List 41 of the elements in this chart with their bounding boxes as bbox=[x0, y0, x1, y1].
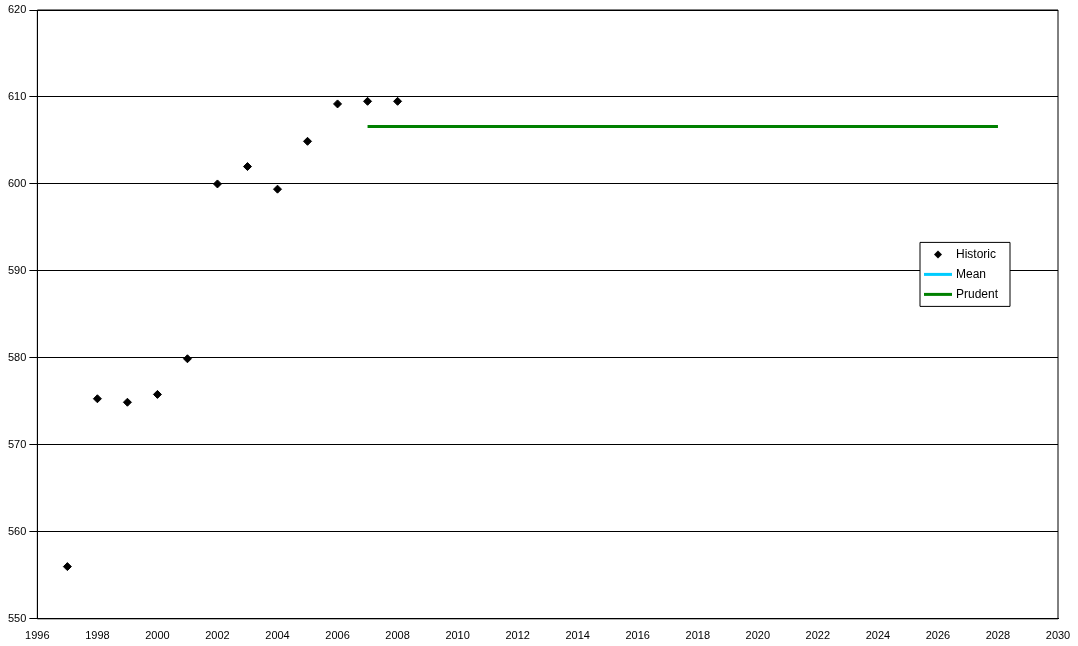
point bbox=[333, 99, 343, 109]
y-tick-label: 570 bbox=[7, 437, 27, 450]
legend-label: Prudent bbox=[956, 286, 999, 301]
x-tick-label: 2008 bbox=[385, 629, 410, 642]
legend-label: Mean bbox=[956, 266, 987, 281]
point bbox=[92, 394, 102, 404]
x-tick-label: 2012 bbox=[505, 629, 530, 642]
point bbox=[273, 184, 283, 194]
x-tick-label: 2016 bbox=[625, 629, 650, 642]
y-tick-label: 620 bbox=[7, 3, 27, 16]
point bbox=[303, 136, 313, 146]
y-tick-label: 580 bbox=[7, 350, 27, 363]
point bbox=[152, 389, 162, 399]
x-tick-label: 1998 bbox=[85, 629, 110, 642]
x-tick-label: 2026 bbox=[925, 629, 951, 642]
x-tick-label: 2030 bbox=[1045, 629, 1071, 642]
point bbox=[242, 162, 252, 172]
legend-label: Historic bbox=[956, 246, 997, 261]
x-tick-label: 2006 bbox=[325, 629, 350, 642]
x-tick-label: 2018 bbox=[685, 629, 711, 642]
x-tick-label: 2028 bbox=[985, 629, 1011, 642]
x-tick-label: 2024 bbox=[865, 629, 891, 642]
x-tick-label: 2002 bbox=[205, 629, 230, 642]
y-tick-label: 600 bbox=[7, 176, 27, 189]
x-tick-label: 2022 bbox=[805, 629, 831, 642]
y-tick-label: 560 bbox=[7, 524, 27, 537]
point bbox=[363, 96, 373, 106]
point bbox=[212, 179, 222, 189]
y-tick-label: 590 bbox=[7, 263, 27, 276]
point bbox=[122, 397, 132, 407]
x-tick-label: 1996 bbox=[25, 629, 50, 642]
x-tick-label: 2010 bbox=[445, 629, 470, 642]
y-tick-label: 610 bbox=[7, 90, 27, 102]
x-tick-label: 2014 bbox=[565, 629, 590, 642]
point bbox=[62, 562, 72, 572]
x-tick-label: 2000 bbox=[145, 629, 170, 642]
x-tick-label: 2020 bbox=[745, 629, 771, 642]
point bbox=[393, 96, 403, 106]
y-tick-label: 550 bbox=[7, 611, 27, 624]
x-tick-label: 2004 bbox=[265, 629, 290, 642]
point bbox=[182, 354, 192, 364]
